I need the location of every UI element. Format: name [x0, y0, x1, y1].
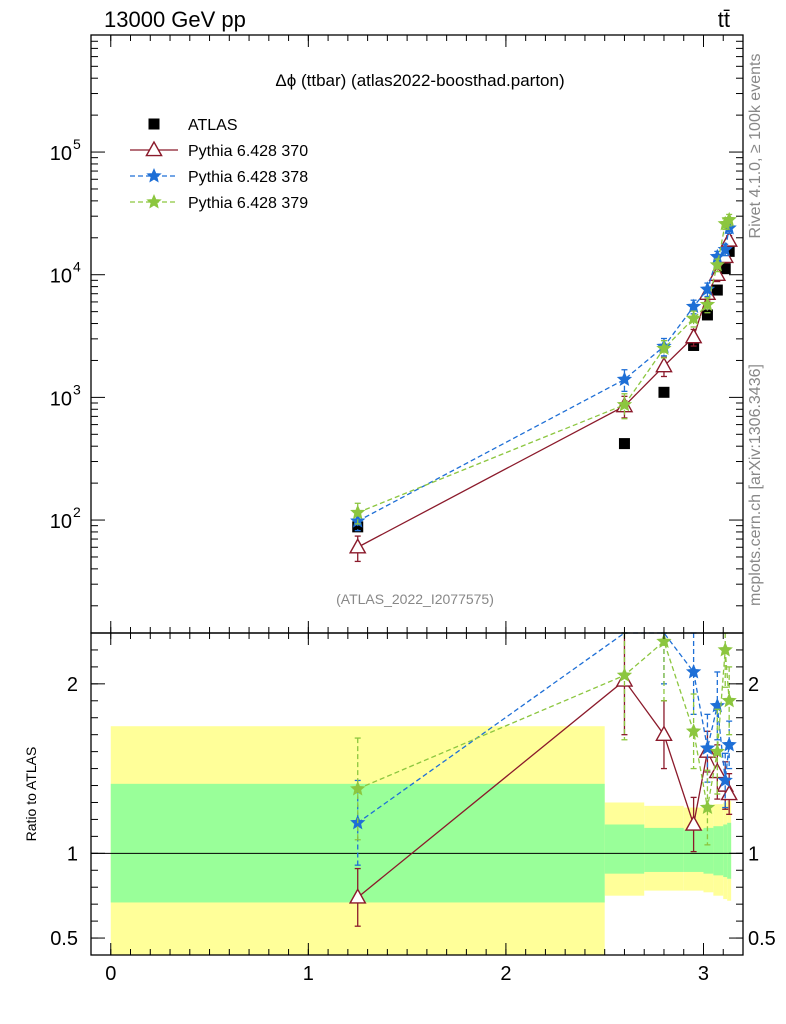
main-point-3-1: [616, 396, 633, 412]
side-label-top: Rivet 4.1.0, ≥ 100k events: [747, 54, 764, 239]
green-band-1: [604, 824, 645, 874]
main-point-3-0: [350, 504, 366, 520]
ratio-tick-label-right-2: 2: [748, 674, 759, 696]
legend-item-1: Pythia 6.428 370: [130, 140, 308, 160]
ratio-point-2-2: [656, 633, 672, 648]
green-band-7: [727, 822, 732, 879]
main-point-0-6: [719, 263, 731, 275]
legend-item-0: ATLAS: [148, 117, 238, 134]
ratio-point-1-6: [717, 772, 733, 787]
main-point-0-5: [711, 284, 723, 296]
legend-marker-3: [146, 193, 162, 209]
y-tick-exponent-1: 3: [73, 381, 81, 397]
x-tick-label-1: 1: [303, 963, 314, 985]
main-point-3-4: [699, 296, 716, 312]
ratio-point-2-5: [709, 743, 726, 759]
ratio-ylabel: Ratio to ATLAS: [23, 747, 39, 842]
main-point-2-3: [685, 298, 702, 314]
green-band-2: [644, 827, 684, 872]
main-series-1: [348, 231, 738, 563]
main-point-3-2: [656, 340, 672, 356]
main-point-3-7: [721, 211, 737, 227]
ratio-panel-frame: [90, 632, 744, 956]
y-tick-exponent-3: 5: [73, 136, 81, 152]
y-tick-exponent-0: 2: [73, 504, 81, 520]
ratio-line-2: [357, 640, 730, 808]
main-point-2-1: [616, 371, 633, 386]
side-label-bottom: mcplots.cern.ch [arXiv:1306.3436]: [747, 364, 764, 606]
main-point-0-1: [618, 438, 630, 450]
legend-item-3: Pythia 6.428 379: [130, 193, 308, 212]
main-line-3: [357, 219, 730, 514]
ratio-series-2: [350, 632, 737, 846]
ratio-tick-label-left-1: 1: [67, 843, 78, 865]
main-point-0-7: [723, 245, 735, 257]
ratio-point-2-7: [721, 692, 737, 708]
main-series-0: [352, 245, 735, 533]
ratio-tick-label-right-0: 0.5: [748, 928, 776, 950]
green-band-5: [713, 826, 724, 876]
header-left: 13000 GeV pp: [104, 7, 246, 32]
y-tick-exponent-2: 4: [73, 259, 81, 275]
main-point-0-2: [658, 386, 670, 398]
ratio-point-2-0: [350, 780, 366, 796]
ratio-point-1-7: [721, 736, 737, 752]
ratio-tick-label-left-0: 0.5: [50, 928, 78, 950]
legend-label-0: ATLAS: [188, 117, 238, 134]
main-line-1: [357, 240, 730, 548]
ratio-point-0-0: [348, 887, 367, 904]
chart-title: Δϕ (ttbar) (atlas2022-boosthad.parton): [275, 71, 564, 90]
main-point-0-4: [701, 309, 713, 321]
main-point-1-5: [708, 265, 727, 282]
ratio-point-1-3: [685, 663, 702, 679]
x-tick-label-3: 3: [698, 963, 709, 985]
ratio-tick-label-right-1: 1: [748, 843, 759, 865]
ratio-tick-label-left-2: 2: [67, 674, 78, 696]
main-point-1-0: [348, 537, 367, 554]
x-tick-label-0: 0: [105, 963, 116, 985]
y-tick-label-0: 10: [50, 511, 72, 533]
ratio-point-2-3: [685, 723, 702, 738]
legend-marker-0: [148, 118, 160, 130]
x-tick-label-2: 2: [500, 963, 511, 985]
header-right: tt̄: [718, 7, 730, 32]
main-point-1-2: [655, 356, 673, 373]
green-band-4: [703, 827, 714, 874]
legend-label-1: Pythia 6.428 370: [188, 143, 308, 160]
legend-label-3: Pythia 6.428 379: [188, 195, 308, 212]
chart-watermark: (ATLAS_2022_I2077575): [336, 591, 494, 607]
legend: ATLAS Pythia 6.428 370 Pythia 6.428 378 Pyt…: [130, 117, 308, 212]
legend-item-2: Pythia 6.428 378: [130, 167, 308, 186]
ratio-point-0-3: [684, 815, 703, 831]
y-tick-label-3: 10: [50, 143, 72, 165]
main-line-2: [357, 227, 730, 522]
ratio-point-2-4: [699, 799, 716, 815]
main-point-1-3: [684, 327, 703, 344]
ratio-point-2-6: [717, 641, 733, 657]
main-point-3-3: [685, 310, 702, 325]
series-layer: [348, 211, 738, 927]
y-tick-label-1: 10: [50, 388, 72, 410]
green-band-6: [723, 824, 728, 878]
ratio-point-1-4: [699, 740, 716, 755]
main-series-2: [350, 220, 737, 532]
ratio-point-2-1: [616, 667, 633, 682]
ratio-point-0-2: [655, 725, 673, 741]
main-point-0-0: [352, 521, 364, 533]
main-point-2-4: [699, 281, 716, 296]
legend-marker-2: [146, 167, 162, 183]
legend-label-2: Pythia 6.428 378: [188, 169, 308, 186]
legend-marker-1: [145, 140, 163, 157]
main-point-3-5: [709, 256, 726, 272]
y-tick-label-2: 10: [50, 266, 72, 288]
ratio-bands: [110, 726, 732, 955]
main-series-3: [350, 211, 737, 525]
